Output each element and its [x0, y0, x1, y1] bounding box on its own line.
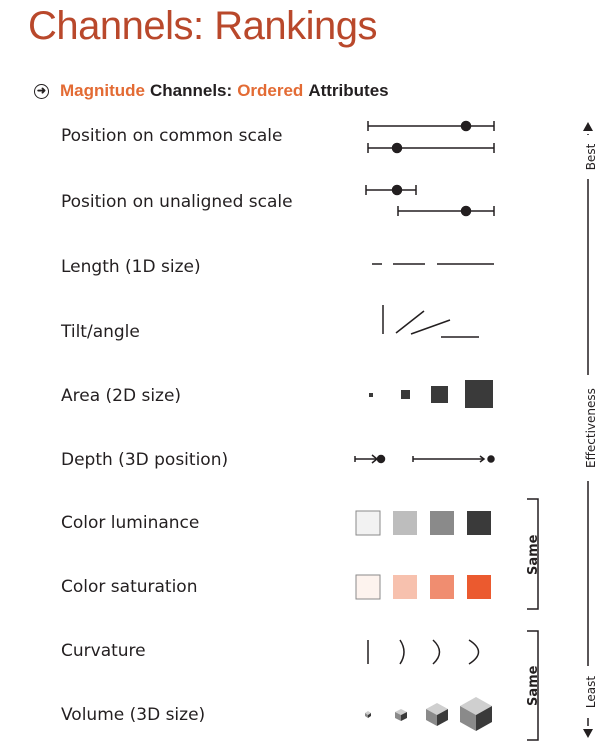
channel-label-color-saturation: Color saturation	[61, 577, 198, 597]
channel-label-tilt: Tilt/angle	[61, 322, 140, 342]
channel-label-curvature: Curvature	[61, 641, 146, 661]
subtitle-ordered: Ordered	[237, 81, 304, 100]
tilt-angle-glyph	[382, 305, 479, 338]
area-glyph	[369, 380, 493, 408]
channel-label-length: Length (1D size)	[61, 257, 201, 277]
color-saturation-glyph	[355, 574, 491, 600]
channel-label-position-unaligned: Position on unaligned scale	[61, 192, 293, 212]
subtitle-channels: Channels:	[150, 81, 233, 100]
section-subtitle: ➜ Magnitude Channels: Ordered Attributes	[34, 80, 389, 102]
same-bracket-color	[527, 498, 539, 610]
subtitle-magnitude: Magnitude	[60, 81, 145, 100]
color-luminance-glyph	[355, 510, 491, 536]
same-label-curvature-volume: Same	[526, 665, 541, 707]
depth-glyph	[354, 454, 495, 464]
page-title: Channels: Rankings	[28, 4, 378, 48]
channel-label-position-common: Position on common scale	[61, 126, 283, 146]
channel-label-depth: Depth (3D position)	[61, 450, 229, 470]
position-unaligned-scale-glyph	[365, 184, 495, 217]
same-bracket-curvature-volume	[527, 630, 539, 741]
position-common-scale-glyph	[367, 120, 495, 154]
effectiveness-best-label: Best	[584, 135, 598, 179]
subtitle-attributes: Attributes	[308, 81, 389, 100]
channel-label-color-luminance: Color luminance	[61, 513, 200, 533]
volume-glyph	[365, 697, 492, 731]
arrow-right-circle-icon: ➜	[34, 83, 49, 99]
effectiveness-least-label: Least	[584, 666, 598, 718]
same-label-color: Same	[526, 534, 541, 576]
effectiveness-label: Effectiveness	[584, 375, 598, 481]
channel-label-volume: Volume (3D size)	[61, 705, 206, 725]
curvature-glyph	[367, 639, 480, 665]
channel-label-area: Area (2D size)	[61, 386, 182, 406]
